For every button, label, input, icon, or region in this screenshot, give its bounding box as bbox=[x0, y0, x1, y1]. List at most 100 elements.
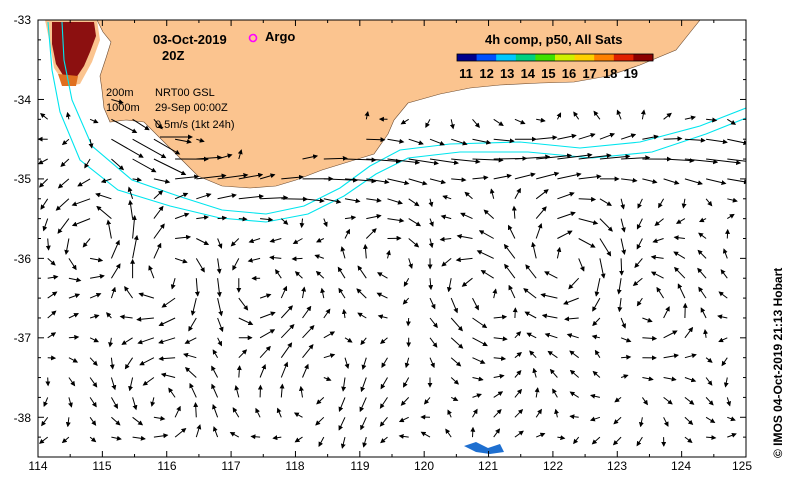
current-vector-arrow bbox=[578, 174, 602, 180]
current-vector-arrow bbox=[460, 212, 473, 220]
current-vector-arrow bbox=[344, 228, 350, 239]
current-vector-arrow bbox=[89, 292, 102, 299]
current-vector-arrow bbox=[599, 218, 613, 232]
current-vector-arrow bbox=[106, 312, 112, 319]
current-vector-arrow bbox=[89, 397, 97, 408]
current-vector-arrow bbox=[503, 243, 516, 259]
current-vector-arrow bbox=[138, 292, 155, 299]
current-vector-arrow bbox=[40, 198, 49, 210]
x-tick-label: 114 bbox=[28, 459, 47, 473]
current-vector-arrow bbox=[578, 238, 596, 248]
current-vector-arrow bbox=[472, 138, 492, 145]
current-vector-arrow bbox=[599, 154, 631, 160]
current-vector-arrow bbox=[356, 288, 367, 299]
current-vector-arrow bbox=[642, 335, 658, 341]
colorbar-tick-label: 18 bbox=[603, 66, 617, 81]
current-vector-arrow bbox=[379, 397, 388, 409]
current-vector-arrow bbox=[524, 311, 537, 319]
current-vector-arrow bbox=[298, 385, 304, 398]
current-vector-arrow bbox=[451, 138, 468, 146]
current-vector-arrow bbox=[400, 397, 410, 406]
current-vector-arrow bbox=[260, 195, 289, 201]
current-vector-arrow bbox=[727, 118, 737, 125]
x-tick-label: 121 bbox=[478, 459, 498, 473]
current-vector-arrow bbox=[366, 178, 390, 185]
current-vector-arrow bbox=[174, 427, 187, 438]
current-vector-arrow bbox=[217, 153, 233, 160]
current-vector-arrow bbox=[703, 329, 709, 338]
current-vector-arrow bbox=[380, 337, 388, 345]
current-vector-arrow bbox=[196, 173, 227, 180]
current-vector-arrow bbox=[124, 357, 134, 370]
current-vector-arrow bbox=[259, 311, 276, 319]
current-vector-arrow bbox=[238, 317, 254, 325]
current-vector-arrow bbox=[361, 357, 367, 370]
current-vector-arrow bbox=[338, 417, 346, 431]
current-vector-arrow bbox=[184, 367, 197, 378]
x-tick-label: 120 bbox=[414, 459, 434, 473]
current-vector-arrow bbox=[377, 272, 388, 279]
current-vector-arrow bbox=[111, 416, 121, 426]
current-vector-arrow bbox=[512, 307, 518, 319]
current-vector-arrow bbox=[698, 286, 707, 299]
current-vector-arrow bbox=[405, 317, 411, 327]
current-vector-arrow bbox=[684, 436, 693, 444]
current-vector-arrow bbox=[158, 317, 176, 327]
current-vector-arrow bbox=[259, 345, 271, 359]
current-vector-arrow bbox=[638, 417, 644, 428]
current-vector-arrow bbox=[472, 157, 504, 163]
colorbar-segment bbox=[594, 54, 615, 61]
current-vector-arrow bbox=[620, 133, 637, 140]
current-vector-arrow bbox=[514, 172, 536, 180]
current-vector-arrow bbox=[55, 198, 70, 211]
current-vector-arrow bbox=[175, 174, 200, 180]
y-tick-label: -36 bbox=[14, 252, 32, 266]
current-vector-arrow bbox=[323, 331, 336, 339]
current-vector-arrow bbox=[650, 254, 664, 260]
current-vector-arrow bbox=[554, 408, 560, 418]
current-vector-arrow bbox=[238, 297, 249, 311]
current-vector-arrow bbox=[493, 173, 512, 180]
current-vector-arrow bbox=[620, 317, 626, 329]
current-vector-arrow bbox=[726, 397, 732, 407]
current-vector-arrow bbox=[47, 332, 57, 339]
current-vector-arrow bbox=[89, 417, 97, 426]
current-vector-arrow bbox=[514, 430, 524, 438]
land-mass bbox=[96, 20, 701, 189]
x-tick-label: 122 bbox=[543, 459, 563, 473]
current-vector-arrow bbox=[684, 353, 697, 359]
current-vector-arrow bbox=[68, 377, 76, 387]
map-date: 03-Oct-2019 bbox=[153, 32, 227, 47]
current-vector-arrow bbox=[450, 297, 458, 314]
current-vector-arrow bbox=[472, 337, 488, 347]
current-vector-arrow bbox=[573, 111, 580, 120]
current-vector-arrow bbox=[387, 138, 405, 144]
current-vector-arrow bbox=[429, 218, 434, 227]
current-vector-arrow bbox=[439, 236, 452, 242]
copyright-credit: © IMOS 04-Oct-2019 21:13 Hobart bbox=[771, 268, 785, 458]
current-vector-arrow bbox=[663, 417, 669, 427]
current-vector-arrow bbox=[111, 435, 122, 441]
current-vector-arrow bbox=[573, 436, 580, 445]
current-vector-arrow bbox=[217, 297, 224, 317]
current-vector-arrow bbox=[663, 112, 672, 120]
current-vector-arrow bbox=[578, 196, 597, 202]
argo-label: Argo bbox=[265, 29, 295, 44]
current-vector-arrow bbox=[641, 397, 648, 406]
x-tick-label: 115 bbox=[92, 459, 111, 473]
current-vector-arrow bbox=[43, 397, 49, 408]
current-vector-arrow bbox=[238, 172, 264, 180]
current-vector-arrow bbox=[387, 178, 410, 186]
current-vector-arrow bbox=[398, 433, 409, 439]
current-vector-arrow bbox=[536, 135, 558, 141]
current-vector-arrow bbox=[68, 357, 79, 363]
current-vector-arrow bbox=[60, 158, 70, 167]
current-vector-arrow bbox=[705, 198, 713, 207]
current-vector-arrow bbox=[563, 297, 579, 305]
current-vector-arrow bbox=[450, 396, 459, 401]
current-vector-arrow bbox=[529, 350, 537, 359]
current-vector-arrow bbox=[578, 153, 612, 160]
current-vector-arrow bbox=[557, 172, 582, 180]
current-vector-arrow bbox=[153, 415, 166, 421]
current-vector-arrow bbox=[153, 178, 171, 184]
